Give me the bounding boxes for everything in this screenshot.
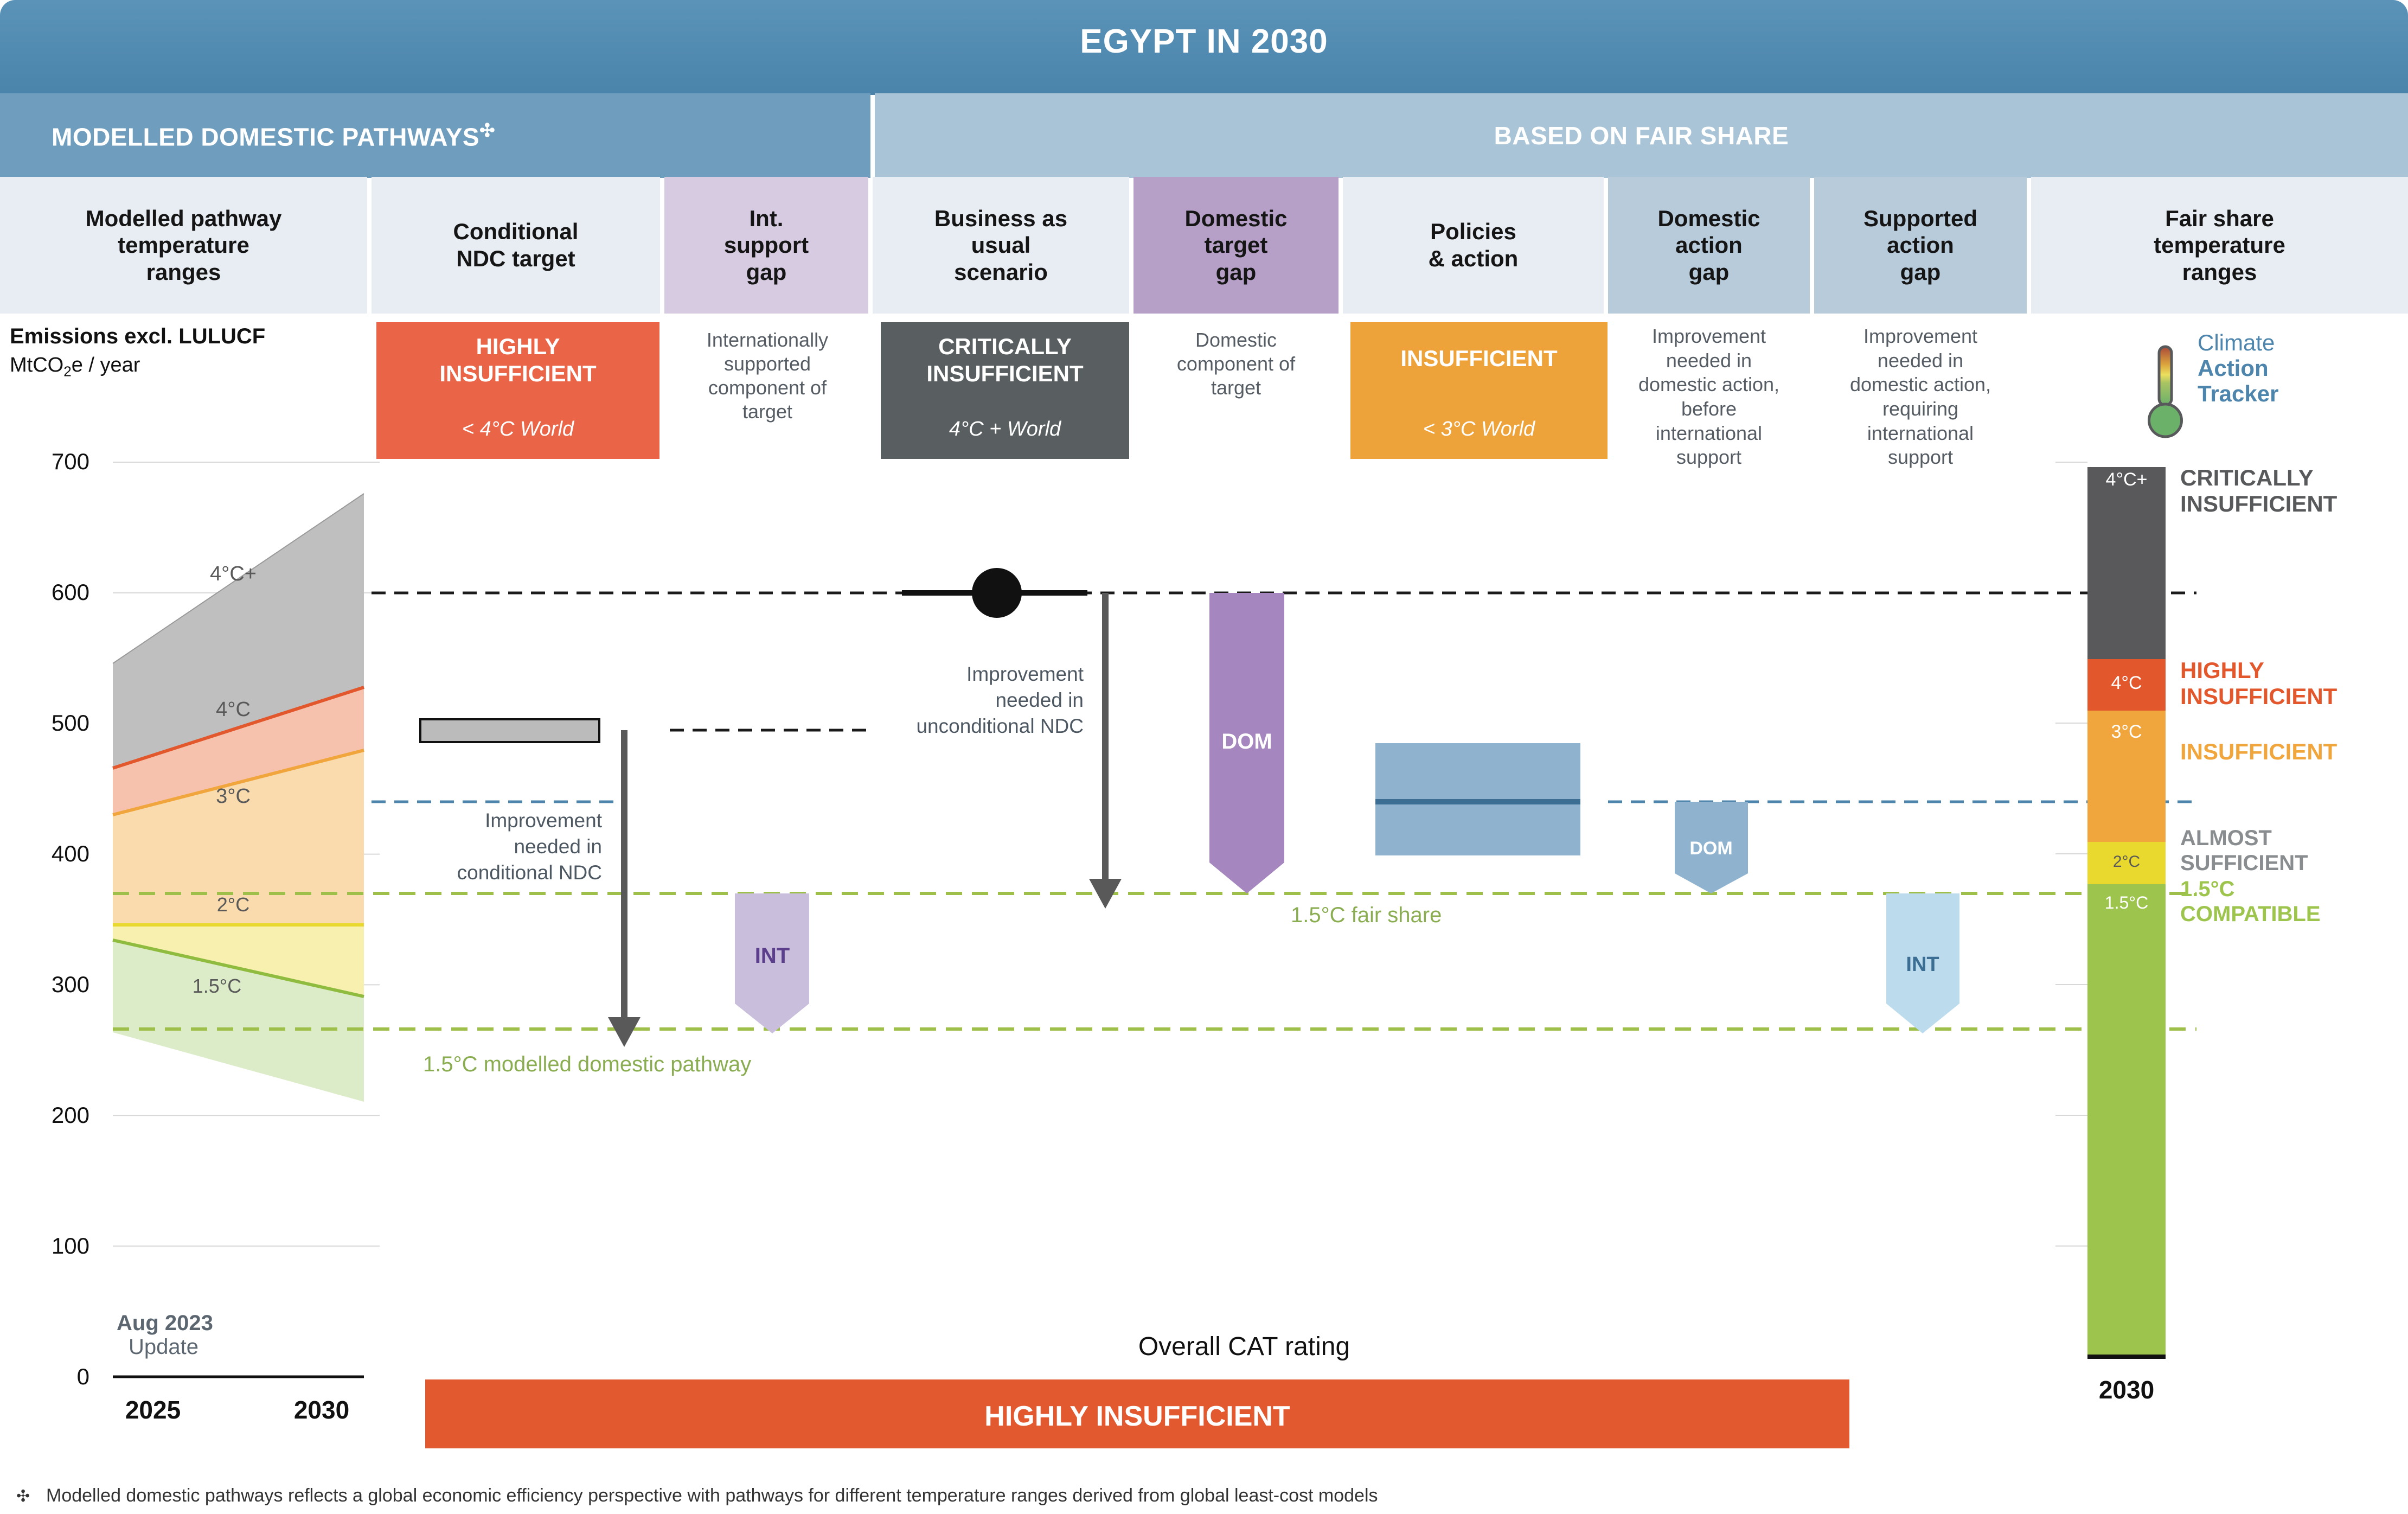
svg-text:3°C: 3°C — [2111, 721, 2142, 742]
svg-text:Overall CAT rating: Overall CAT rating — [1138, 1332, 1350, 1361]
svg-text:INSUFFICIENT: INSUFFICIENT — [2180, 683, 2337, 709]
svg-text:unconditional NDC: unconditional NDC — [916, 715, 1084, 737]
svg-text:1.5°C: 1.5°C — [2105, 893, 2148, 912]
svg-text:Aug 2023: Aug 2023 — [117, 1311, 213, 1335]
svg-text:needed in: needed in — [514, 835, 602, 858]
svg-text:INT: INT — [1906, 953, 1939, 976]
svg-text:300: 300 — [52, 972, 89, 997]
svg-text:500: 500 — [52, 710, 89, 736]
svg-text:2°C: 2°C — [2113, 853, 2140, 871]
svg-text:200: 200 — [52, 1102, 89, 1128]
svg-text:4°C: 4°C — [2111, 673, 2142, 693]
svg-text:400: 400 — [52, 841, 89, 866]
svg-text:conditional NDC: conditional NDC — [457, 861, 602, 884]
svg-text:DOM: DOM — [1689, 838, 1732, 859]
svg-text:HIGHLY: HIGHLY — [2180, 657, 2264, 683]
svg-text:HIGHLY INSUFFICIENT: HIGHLY INSUFFICIENT — [984, 1401, 1290, 1432]
svg-text:needed in: needed in — [995, 689, 1084, 711]
svg-text:SUFFICIENT: SUFFICIENT — [2180, 851, 2308, 875]
svg-text:2°C: 2°C — [217, 893, 249, 916]
svg-text:1.5°C modelled domestic pathwa: 1.5°C modelled domestic pathway — [423, 1052, 751, 1076]
svg-text:COMPATIBLE: COMPATIBLE — [2180, 902, 2321, 926]
svg-text:Improvement: Improvement — [966, 663, 1084, 685]
svg-text:ALMOST: ALMOST — [2180, 826, 2272, 850]
svg-text:Improvement: Improvement — [485, 809, 603, 832]
svg-text:1.5°C: 1.5°C — [2180, 877, 2235, 901]
svg-text:4°C+: 4°C+ — [2106, 469, 2148, 490]
svg-text:DOM: DOM — [1221, 730, 1272, 753]
svg-text:0: 0 — [77, 1364, 89, 1389]
svg-text:100: 100 — [52, 1233, 89, 1259]
svg-text:INSUFFICIENT: INSUFFICIENT — [2180, 739, 2337, 764]
svg-text:INT: INT — [755, 944, 790, 968]
svg-text:✣: ✣ — [16, 1487, 30, 1505]
svg-text:2025: 2025 — [125, 1396, 181, 1424]
svg-text:Modelled domestic pathways ref: Modelled domestic pathways reflects a gl… — [46, 1485, 1378, 1506]
svg-text:3°C: 3°C — [216, 785, 251, 808]
svg-text:2030: 2030 — [2099, 1376, 2154, 1404]
svg-text:Update: Update — [129, 1335, 198, 1359]
svg-text:4°C: 4°C — [216, 698, 251, 721]
svg-text:700: 700 — [52, 449, 89, 474]
svg-text:INSUFFICIENT: INSUFFICIENT — [2180, 491, 2337, 516]
svg-text:600: 600 — [52, 579, 89, 605]
svg-text:CRITICALLY: CRITICALLY — [2180, 465, 2314, 490]
svg-text:1.5°C fair share: 1.5°C fair share — [1291, 903, 1442, 927]
svg-text:2030: 2030 — [294, 1396, 349, 1424]
svg-text:1.5°C: 1.5°C — [193, 975, 241, 997]
svg-text:4°C+: 4°C+ — [210, 563, 257, 585]
